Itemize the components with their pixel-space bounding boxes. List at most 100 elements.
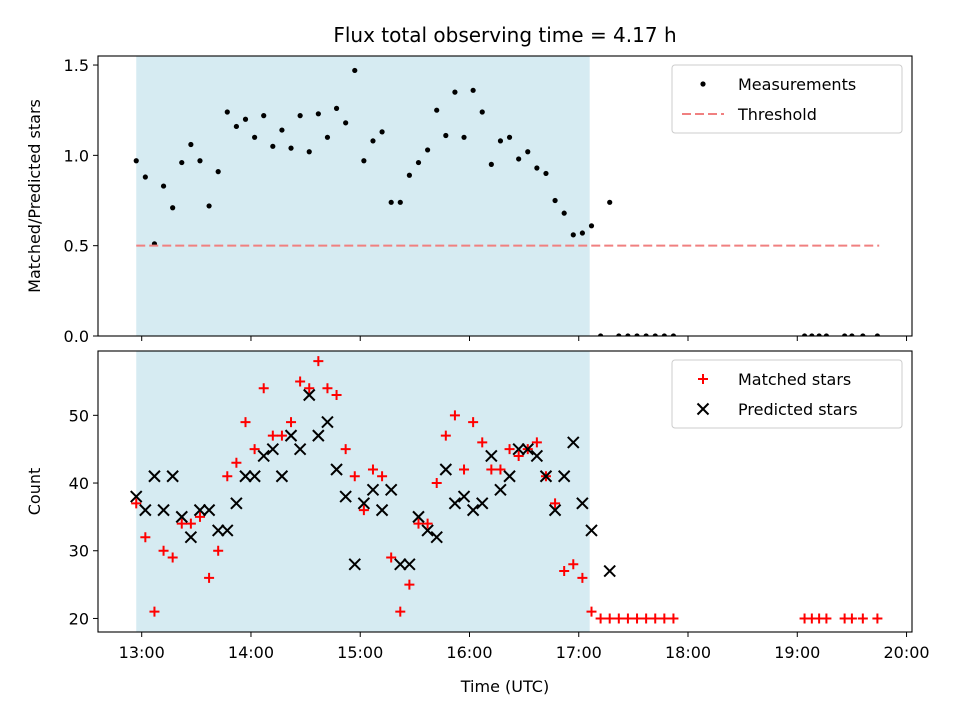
predicted-star-point bbox=[476, 497, 489, 510]
measurement-point bbox=[170, 205, 176, 211]
matched-star-point bbox=[222, 471, 233, 482]
measurement-point bbox=[552, 197, 558, 204]
matched-star-point bbox=[857, 613, 868, 624]
predicted-star-point bbox=[293, 442, 307, 456]
measurement-point bbox=[434, 107, 440, 113]
matched-star-point bbox=[286, 417, 297, 428]
matched-star-point bbox=[377, 471, 388, 482]
measurement-point bbox=[470, 87, 476, 93]
matched-star-point bbox=[568, 559, 579, 570]
predicted-star-point bbox=[394, 558, 407, 571]
matched-star-point bbox=[531, 437, 542, 448]
matched-star-point bbox=[459, 464, 470, 475]
matched-star-point bbox=[185, 518, 196, 529]
y-tick-label: 0.5 bbox=[64, 237, 89, 256]
measurement-point bbox=[561, 210, 567, 216]
x-tick-label: 16:00 bbox=[446, 643, 492, 662]
matched-star-point bbox=[404, 579, 415, 590]
matched-star-point bbox=[449, 410, 460, 421]
x-axis-label: Time (UTC) bbox=[460, 677, 549, 696]
measurement-point bbox=[279, 127, 285, 133]
measurement-point bbox=[160, 183, 167, 189]
measurement-point bbox=[598, 333, 604, 336]
measurement-point bbox=[516, 156, 522, 162]
measurement-point bbox=[352, 67, 358, 74]
matched-star-point bbox=[204, 572, 215, 583]
y-tick-label: 40 bbox=[69, 474, 89, 493]
legend-label: Measurements bbox=[738, 75, 856, 94]
measurement-point bbox=[333, 105, 340, 111]
matched-star-point bbox=[140, 532, 151, 543]
predicted-star-point bbox=[512, 442, 525, 456]
predicted-star-point bbox=[321, 415, 334, 429]
legend-label: Predicted stars bbox=[738, 400, 858, 419]
predicted-star-point bbox=[184, 530, 198, 544]
x-tick-label: 20:00 bbox=[883, 643, 929, 662]
predicted-star-point bbox=[539, 470, 553, 483]
predicted-star-point bbox=[166, 470, 179, 483]
predicted-star-point bbox=[521, 442, 534, 456]
matched-star-point bbox=[267, 430, 278, 441]
matched-star-point bbox=[358, 505, 369, 516]
plot-area bbox=[130, 356, 883, 624]
measurement-point bbox=[588, 223, 595, 229]
matched-star-point bbox=[613, 613, 624, 624]
predicted-star-point bbox=[485, 449, 498, 463]
measurement-point bbox=[288, 145, 294, 151]
x-tick-label: 18:00 bbox=[665, 643, 711, 662]
measurement-point bbox=[206, 203, 212, 209]
matched-star-point bbox=[486, 464, 497, 475]
legend-box bbox=[671, 64, 903, 134]
measurement-point bbox=[370, 138, 376, 144]
matched-star-point bbox=[821, 613, 832, 624]
predicted-star-point bbox=[448, 497, 462, 510]
measurement-point bbox=[315, 111, 321, 117]
predicted-star-point bbox=[366, 483, 380, 497]
matched-star-point bbox=[622, 613, 633, 624]
measurement-point bbox=[406, 172, 412, 178]
predicted-star-point bbox=[257, 449, 270, 463]
predicted-star-point bbox=[412, 510, 425, 524]
measurement-point bbox=[823, 333, 830, 336]
measurement-point bbox=[643, 333, 649, 336]
predicted-star-point bbox=[503, 470, 516, 483]
predicted-star-point bbox=[130, 490, 143, 503]
x-tick-label: 17:00 bbox=[556, 643, 602, 662]
measurement-point bbox=[188, 141, 194, 148]
measurement-point bbox=[252, 134, 258, 140]
matched-star-point bbox=[641, 613, 652, 624]
measurement-point bbox=[133, 158, 139, 164]
observing-window-span bbox=[136, 351, 590, 632]
matched-star-point bbox=[872, 613, 883, 624]
series-predicted-stars bbox=[130, 388, 616, 578]
x-tick-label: 19:00 bbox=[774, 643, 820, 662]
predicted-star-point bbox=[348, 558, 361, 571]
top-axes: 0.0 0.5 1.0 1.5 Matched/Predicted stars Measu… bbox=[25, 55, 913, 346]
predicted-star-point bbox=[585, 524, 598, 537]
matched-star-point bbox=[349, 471, 360, 482]
plot-area bbox=[133, 67, 880, 336]
predicted-star-point bbox=[239, 470, 252, 483]
series-matched-stars bbox=[131, 356, 883, 624]
matched-star-point bbox=[413, 518, 424, 529]
measurement-point bbox=[625, 333, 631, 336]
matched-star-point bbox=[340, 444, 351, 455]
predicted-star-point bbox=[439, 463, 453, 476]
measurement-point bbox=[525, 149, 531, 155]
measurement-point bbox=[809, 333, 815, 336]
matched-star-point bbox=[331, 390, 342, 401]
predicted-star-point bbox=[403, 558, 416, 571]
bottom-axes: 13:00 14:00 15:00 16:00 17:00 18:00 19:00 20:00… bbox=[25, 350, 930, 696]
measurement-point bbox=[324, 134, 331, 140]
predicted-star-point bbox=[430, 530, 443, 544]
measurement-point bbox=[197, 158, 203, 164]
matched-star-point bbox=[422, 518, 433, 529]
measurement-point bbox=[142, 174, 148, 180]
measurement-point bbox=[816, 333, 822, 336]
matched-star-point bbox=[495, 464, 506, 475]
y-axis-label: Matched/Predicted stars bbox=[25, 99, 44, 293]
measurement-point bbox=[479, 109, 485, 115]
observing-window-span bbox=[136, 56, 590, 336]
matched-star-point bbox=[131, 498, 142, 509]
